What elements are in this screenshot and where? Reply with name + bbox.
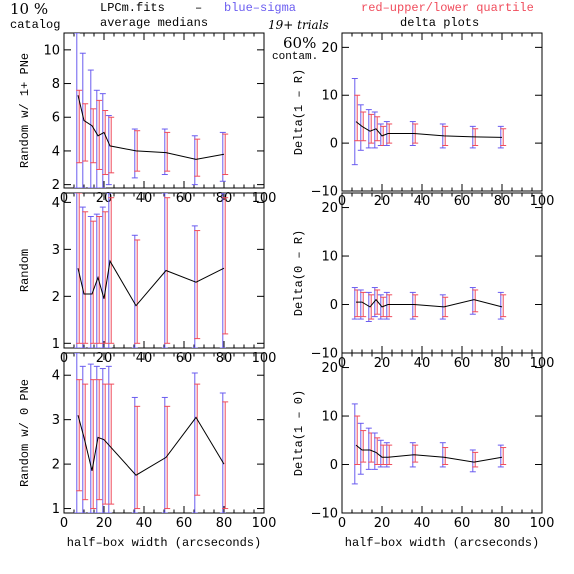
y-axis-label: Random	[18, 249, 32, 292]
y-tick-label: 10	[321, 89, 338, 104]
data-marks	[73, 353, 229, 513]
x-axis-label: half–box width (arcseconds)	[345, 536, 539, 550]
x-tick-label: 60	[176, 516, 193, 531]
y-tick-label: 4	[52, 369, 60, 384]
y-axis-label: Delta(0 – R)	[292, 230, 306, 316]
red-quartile-legend: red–upper/lower quartile	[361, 1, 534, 15]
x-tick-label: 80	[494, 516, 511, 531]
x-tick-label: 40	[414, 356, 431, 371]
y-tick-label: 0	[330, 298, 338, 313]
x-tick-label: 20	[374, 356, 391, 371]
panel-left-top: 020406080100246810Random w/ 1+ PNe	[18, 32, 276, 206]
dash-label: –	[195, 1, 203, 15]
x-tick-label: 40	[414, 194, 431, 209]
y-tick-label: −10	[311, 347, 338, 362]
x-tick-label: 20	[96, 516, 113, 531]
y-tick-label: 20	[321, 361, 338, 376]
y-axis-label: Random w/ 1+ PNe	[18, 53, 32, 168]
y-tick-label: 8	[52, 77, 60, 92]
y-tick-label: 20	[321, 201, 338, 216]
y-tick-label: −10	[311, 507, 338, 522]
median-line	[355, 444, 503, 463]
y-tick-label: 4	[52, 144, 60, 159]
x-tick-label: 60	[454, 356, 471, 371]
x-tick-label: 80	[494, 356, 511, 371]
data-marks	[351, 403, 507, 485]
y-tick-label: 2	[52, 458, 60, 473]
y-tick-label: 10	[321, 250, 338, 265]
x-axis-label: half–box width (arcseconds)	[67, 536, 261, 550]
axes-frame	[63, 32, 265, 189]
y-tick-label: 2	[52, 178, 60, 193]
data-marks	[73, 33, 229, 188]
file-label: LPCm.fits	[100, 1, 165, 15]
axes-frame	[63, 192, 265, 349]
catalog-label: catalog	[10, 18, 61, 32]
contam-percent-label: 60%	[283, 34, 317, 52]
y-tick-label: −10	[311, 185, 338, 200]
x-tick-label: 60	[454, 194, 471, 209]
x-tick-label: 60	[454, 516, 471, 531]
y-tick-label: 0	[330, 458, 338, 473]
median-line	[77, 95, 225, 160]
x-tick-label: 0	[338, 516, 346, 531]
blue-sigma-legend: blue–sigma	[224, 1, 297, 15]
y-axis-label: Delta(1 – R)	[292, 69, 306, 155]
x-tick-label: 40	[136, 516, 153, 531]
x-tick-label: 20	[374, 516, 391, 531]
delta-plots-label: delta plots	[400, 16, 480, 30]
median-line	[356, 298, 503, 308]
y-tick-label: 20	[321, 41, 338, 56]
data-marks	[73, 193, 229, 348]
y-tick-label: 3	[52, 413, 60, 428]
x-tick-label: 80	[216, 516, 233, 531]
axes-frame	[341, 192, 543, 354]
y-tick-label: 6	[52, 111, 60, 126]
y-tick-label: 1	[52, 337, 60, 352]
average-medians-label: average medians	[100, 16, 209, 30]
contam-label: contam.	[272, 51, 319, 63]
y-tick-label: 3	[52, 243, 60, 258]
trials-label: 19+ trials	[268, 18, 329, 32]
percent-label: 10 %	[10, 0, 49, 18]
x-tick-label: 100	[252, 516, 277, 531]
y-tick-label: 10	[321, 410, 338, 425]
y-axis-label: Random w/ 0 PNe	[18, 379, 32, 487]
median-line	[77, 259, 225, 307]
data-marks	[351, 77, 507, 166]
y-tick-label: 1	[52, 502, 60, 517]
x-tick-label: 20	[374, 194, 391, 209]
median-line	[77, 415, 225, 476]
axes-frame	[63, 352, 265, 514]
median-line	[355, 121, 503, 138]
y-tick-label: 2	[52, 290, 60, 305]
x-tick-label: 0	[60, 516, 68, 531]
x-tick-label: 80	[494, 194, 511, 209]
x-tick-label: 100	[530, 516, 555, 531]
y-tick-label: 4	[52, 196, 60, 211]
y-axis-label: Delta(1 – 0)	[292, 390, 306, 476]
y-tick-label: 10	[43, 43, 60, 58]
data-marks	[351, 287, 507, 322]
x-tick-label: 40	[414, 516, 431, 531]
panel-left-bottom: 0 20 40 60 80 100 1 2 3 4 Random w/ 0 PNe half–box …	[18, 352, 277, 550]
y-tick-label: 0	[330, 137, 338, 152]
